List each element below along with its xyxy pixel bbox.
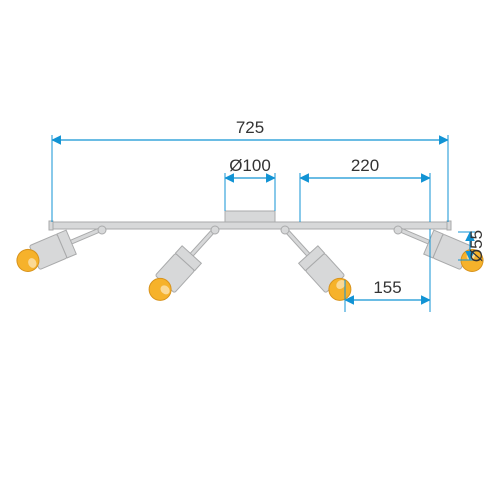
dim-mount-dia-label: Ø100 — [229, 156, 271, 175]
lamp-inner-left — [143, 246, 201, 306]
lamp-outer-left — [13, 230, 77, 277]
ceiling-bar — [52, 222, 448, 229]
lamp-inner-right — [299, 246, 357, 306]
technical-drawing: 725 Ø100 220 155 Ø55 — [0, 0, 500, 500]
dim-arm-span-label: 220 — [351, 156, 379, 175]
mount-plate — [225, 211, 275, 222]
dim-head-dia-label: Ø55 — [467, 230, 486, 262]
dim-drop-label: 155 — [373, 278, 401, 297]
dim-total-width-label: 725 — [236, 118, 264, 137]
